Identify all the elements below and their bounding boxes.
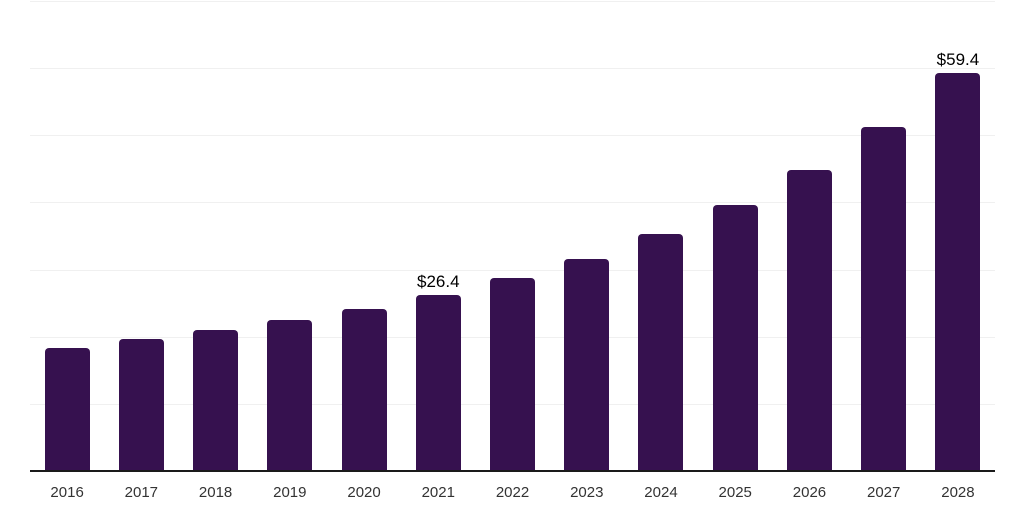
bar-2026 [786, 169, 832, 472]
x-tick-label: 2016 [50, 484, 84, 501]
x-tick-label: 2027 [867, 484, 901, 501]
x-tick-label: 2028 [941, 484, 975, 501]
bars-row: $26.4 $59.4 [30, 2, 995, 472]
x-tick-label: 2018 [198, 484, 233, 501]
bar-cell: $59.4 [921, 2, 995, 472]
x-tick-label: 2020 [347, 484, 381, 501]
bar-cell [475, 2, 549, 472]
plot-area: $26.4 $59.4 [30, 1, 995, 472]
bar-2016 [44, 347, 90, 472]
bar-cell [847, 2, 921, 472]
x-tick-label: 2021 [421, 484, 455, 501]
bar-cell [327, 2, 401, 472]
bar-2020 [341, 308, 387, 472]
bar-cell [624, 2, 698, 472]
bar-cell: $26.4 [401, 2, 475, 472]
bar-2027 [861, 126, 907, 472]
x-axis-labels: 2016 2017 2018 2019 2020 2021 2022 2023 2024 2025… [30, 482, 995, 504]
x-tick-label: 2017 [124, 484, 159, 501]
bar-cell [178, 2, 252, 472]
bar-cell [550, 2, 624, 472]
bar-2024 [638, 234, 684, 472]
x-tick-label: 2024 [644, 484, 678, 501]
x-tick-label: 2026 [792, 484, 827, 501]
bar-2023 [564, 259, 610, 472]
x-tick-label: 2022 [495, 484, 530, 501]
bar-2022 [490, 277, 536, 472]
bar-cell [698, 2, 772, 472]
x-tick-label: 2025 [718, 484, 752, 501]
bar-2017 [118, 339, 164, 472]
gridline [30, 68, 995, 70]
bar-2018 [193, 330, 239, 472]
bar-cell [772, 2, 846, 472]
bar-cell [104, 2, 178, 472]
bar-2028 [935, 73, 981, 472]
bar-value-label: $26.4 [417, 271, 460, 291]
bar-cell [253, 2, 327, 472]
gridline [30, 135, 995, 137]
x-tick-label: 2019 [273, 484, 307, 501]
bar-2019 [267, 319, 313, 472]
gridline [30, 269, 995, 271]
bar-value-label: $59.4 [936, 50, 980, 70]
bar-2021 [415, 294, 461, 472]
gridline [30, 202, 995, 204]
x-axis-line [30, 470, 995, 472]
bar-cell [30, 2, 104, 472]
x-tick-label: 2023 [570, 484, 604, 501]
bar-2025 [712, 205, 758, 472]
gridline [30, 1, 995, 2]
